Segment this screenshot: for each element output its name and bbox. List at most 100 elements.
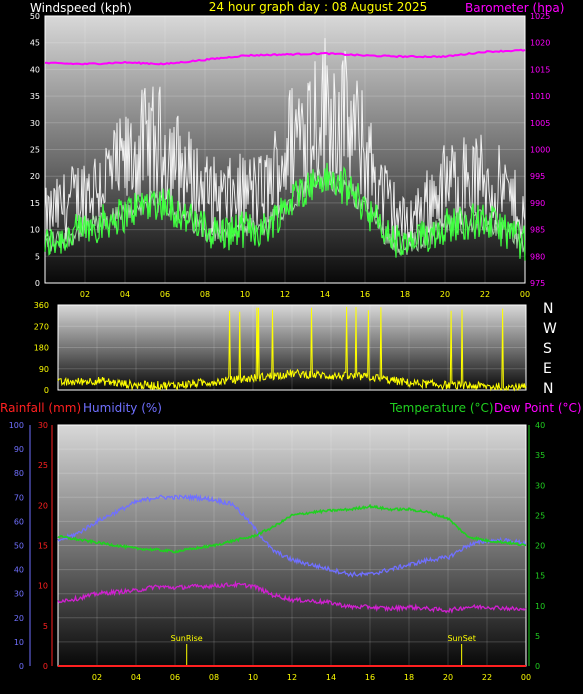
wind-x-tick-label: 16: [360, 290, 370, 299]
wind-y-tick-label: 5: [35, 252, 40, 261]
rainfall-y-tick-label: 5: [43, 622, 48, 631]
climate-x-tick-label: 04: [131, 673, 141, 682]
direction-y-tick-label: 360: [34, 301, 49, 310]
barometer-y-tick-label: 985: [530, 226, 545, 235]
temperature-y-tick-label: 25: [535, 511, 545, 520]
direction-y-tick-label: 90: [39, 365, 49, 374]
climate-x-tick-label: 20: [443, 673, 453, 682]
climate-x-tick-label: 22: [482, 673, 492, 682]
wind-x-tick-label: 04: [120, 290, 130, 299]
rainfall-y-tick-label: 0: [43, 662, 48, 671]
humidity-y-tick-label: 80: [14, 469, 24, 478]
barometer-y-tick-label: 1005: [530, 119, 550, 128]
wind-y-tick-label: 15: [30, 199, 40, 208]
barometer-y-tick-label: 980: [530, 252, 545, 261]
wind-axis-title: Windspeed (kph): [30, 1, 132, 15]
wind-x-tick-label: 18: [400, 290, 410, 299]
climate-plot-area: [57, 424, 527, 667]
climate-x-tick-label: 12: [287, 673, 297, 682]
climate-x-tick-label: 18: [404, 673, 414, 682]
dewpoint-axis-title: Dew Point (°C): [494, 401, 582, 415]
rainfall-y-tick-label: 30: [38, 421, 48, 430]
humidity-y-tick-label: 90: [14, 445, 24, 454]
temperature-y-tick-label: 20: [535, 542, 545, 551]
barometer-y-tick-label: 975: [530, 279, 545, 288]
climate-x-tick-label: 00: [521, 673, 531, 682]
wind-gust-line: [44, 38, 526, 246]
temperature-axis-title: Temperature (°C): [389, 401, 494, 415]
graph-title: 24 hour graph day : 08 August 2025: [209, 0, 428, 14]
temperature-y-tick-label: 15: [535, 572, 545, 581]
temperature-y-tick-label: 0: [535, 662, 540, 671]
temperature-y-tick-label: 10: [535, 602, 545, 611]
climate-x-tick-label: 16: [365, 673, 375, 682]
barometer-axis-title: Barometer (hpa): [465, 1, 564, 15]
barometer-line: [44, 48, 526, 66]
sun-event-label: SunRise: [171, 634, 203, 643]
wind-x-tick-label: 08: [200, 290, 210, 299]
humidity-y-tick-label: 10: [14, 638, 24, 647]
wind-y-tick-label: 30: [30, 119, 40, 128]
wind-y-tick-label: 0: [35, 279, 40, 288]
wind-y-tick-label: 25: [30, 146, 40, 155]
direction-y-tick-label: 0: [44, 386, 49, 395]
humidity-y-tick-label: 100: [9, 421, 24, 430]
wind-y-tick-label: 45: [30, 39, 40, 48]
barometer-y-tick-label: 1015: [530, 65, 550, 74]
wind-x-tick-label: 22: [480, 290, 490, 299]
wind-x-tick-label: 06: [160, 290, 170, 299]
humidity-y-tick-label: 30: [14, 590, 24, 599]
humidity-y-tick-label: 50: [14, 542, 24, 551]
direction-label-w: W: [543, 321, 557, 337]
climate-x-tick-label: 14: [326, 673, 336, 682]
rainfall-y-tick-label: 25: [38, 461, 48, 470]
direction-plot-area: [57, 304, 527, 391]
direction-label-e: E: [543, 361, 552, 377]
dewpoint-line: [57, 580, 527, 614]
temperature-y-tick-label: 30: [535, 481, 545, 490]
barometer-y-tick-label: 990: [530, 199, 545, 208]
direction-label-n-bottom: N: [543, 381, 553, 397]
humidity-line: [57, 493, 527, 578]
humidity-y-tick-label: 40: [14, 566, 24, 575]
barometer-y-tick-label: 1010: [530, 92, 550, 101]
sun-event-label: SunSet: [447, 634, 475, 643]
direction-y-tick-label: 180: [34, 344, 49, 353]
wind-y-tick-label: 50: [30, 12, 40, 21]
chart-marks: 0510152025303540455097598098599099510001…: [9, 12, 551, 682]
humidity-y-tick-label: 60: [14, 517, 24, 526]
rainfall-axis-title: Rainfall (mm): [0, 401, 81, 415]
wind-y-tick-label: 40: [30, 65, 40, 74]
climate-x-tick-label: 08: [209, 673, 219, 682]
humidity-axis-title: Humidity (%): [83, 401, 162, 415]
barometer-y-tick-label: 995: [530, 172, 545, 181]
humidity-y-tick-label: 70: [14, 493, 24, 502]
wind-x-tick-label: 14: [320, 290, 330, 299]
wind-x-tick-label: 10: [240, 290, 250, 299]
rainfall-y-tick-label: 15: [38, 542, 48, 551]
wind-direction-line: [57, 306, 527, 392]
humidity-y-tick-label: 20: [14, 614, 24, 623]
temperature-y-tick-label: 40: [535, 421, 545, 430]
barometer-y-tick-label: 1000: [530, 146, 550, 155]
humidity-y-tick-label: 0: [19, 662, 24, 671]
climate-x-tick-label: 06: [170, 673, 180, 682]
direction-label-n-top: N: [543, 301, 553, 317]
wind-x-tick-label: 12: [280, 290, 290, 299]
wind-x-tick-label: 20: [440, 290, 450, 299]
climate-x-tick-label: 10: [248, 673, 258, 682]
barometer-y-tick-label: 1025: [530, 12, 550, 21]
rainfall-y-tick-label: 20: [38, 501, 48, 510]
wind-x-tick-label: 00: [520, 290, 530, 299]
wind-y-tick-label: 35: [30, 92, 40, 101]
climate-x-tick-label: 02: [92, 673, 102, 682]
temperature-line: [57, 503, 527, 554]
temperature-y-tick-label: 5: [535, 632, 540, 641]
wind-x-tick-label: 02: [80, 290, 90, 299]
temperature-y-tick-label: 35: [535, 451, 545, 460]
wind-y-tick-label: 10: [30, 226, 40, 235]
direction-label-s: S: [543, 341, 552, 357]
direction-y-tick-label: 270: [34, 322, 49, 331]
